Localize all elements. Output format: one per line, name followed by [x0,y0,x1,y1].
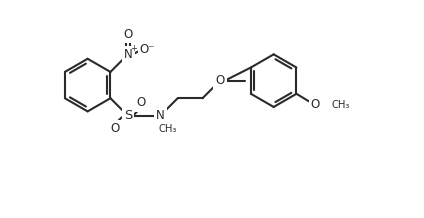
Text: O: O [310,98,320,111]
Text: N: N [124,48,132,61]
Text: CH₃: CH₃ [332,100,350,110]
Text: O: O [136,97,145,109]
Text: N: N [156,109,165,122]
Text: S: S [124,109,132,122]
Text: O: O [123,28,133,41]
Text: CH₃: CH₃ [159,124,177,134]
Text: O: O [111,122,120,135]
Text: O⁻: O⁻ [139,43,155,56]
Text: +: + [130,44,137,53]
Text: O: O [215,74,225,87]
